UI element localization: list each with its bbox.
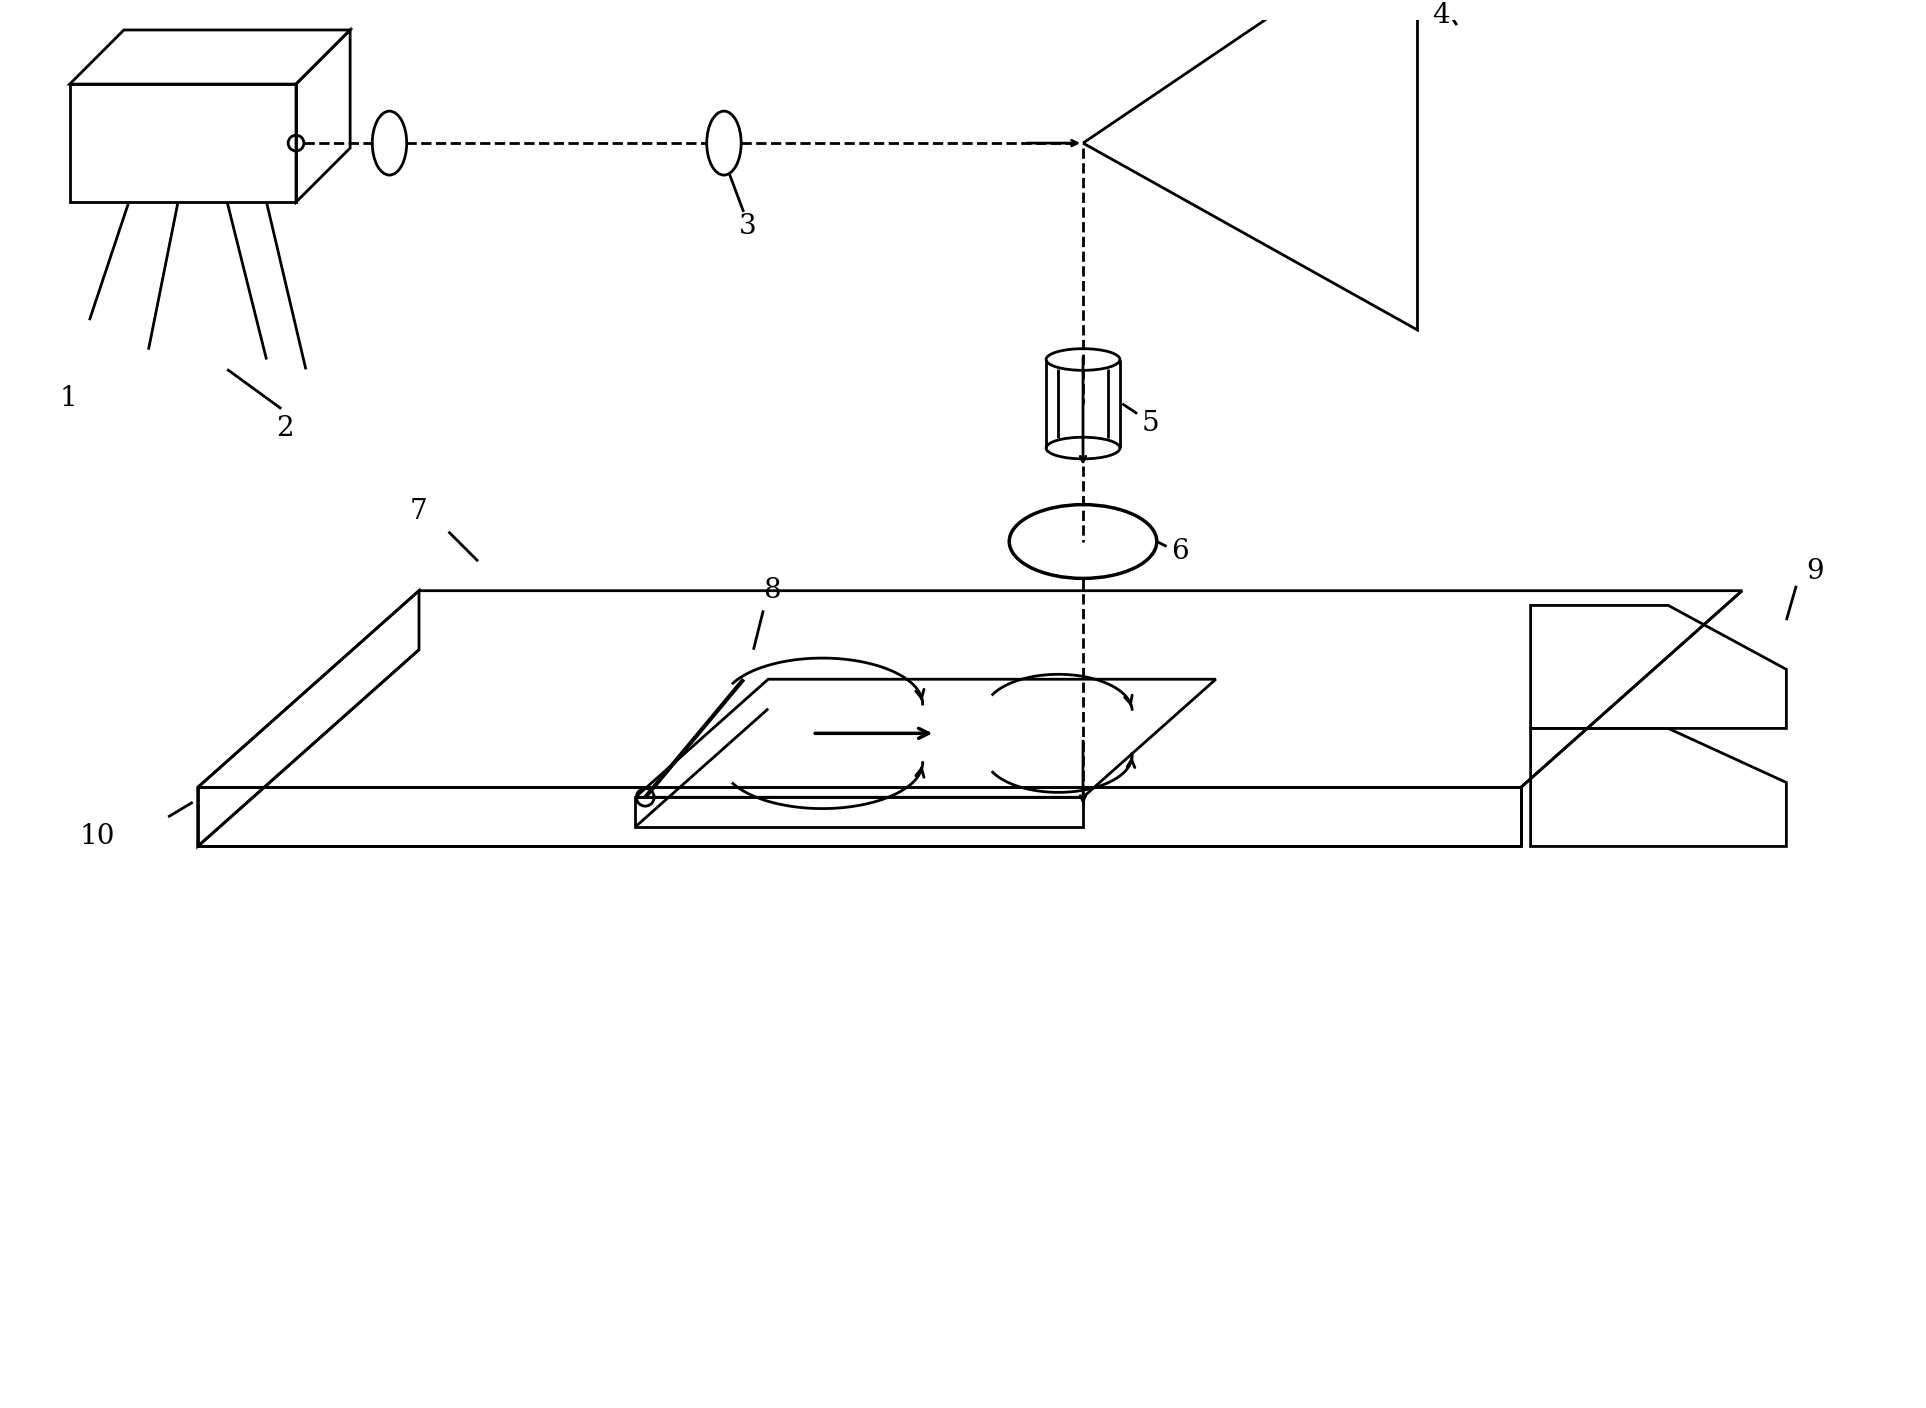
Text: 5: 5 [1142, 410, 1159, 436]
Text: 4: 4 [1433, 1, 1450, 28]
Text: 9: 9 [1807, 558, 1824, 584]
Text: 7: 7 [408, 498, 428, 525]
Text: 1: 1 [60, 386, 77, 413]
Text: 3: 3 [740, 213, 757, 241]
Text: 10: 10 [79, 824, 116, 850]
Text: 2: 2 [275, 415, 295, 442]
Text: 8: 8 [763, 577, 780, 604]
Text: 6: 6 [1171, 538, 1188, 565]
